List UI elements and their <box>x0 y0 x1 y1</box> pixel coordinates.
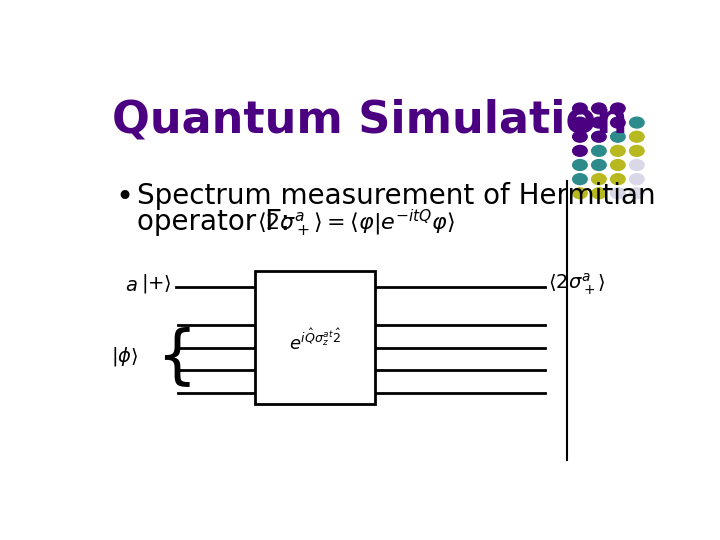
Circle shape <box>592 117 606 128</box>
Text: operator Γ:: operator Γ: <box>138 208 290 237</box>
Bar <box>255 271 374 404</box>
Circle shape <box>629 160 644 171</box>
Circle shape <box>611 117 625 128</box>
Circle shape <box>572 174 588 185</box>
Text: •: • <box>115 183 133 212</box>
Circle shape <box>611 131 625 142</box>
Circle shape <box>572 117 588 128</box>
Circle shape <box>572 188 588 199</box>
Circle shape <box>572 103 588 114</box>
Circle shape <box>611 145 625 156</box>
Circle shape <box>572 160 588 171</box>
Circle shape <box>629 117 644 128</box>
Circle shape <box>592 174 606 185</box>
Text: $|\phi\rangle$: $|\phi\rangle$ <box>111 346 138 368</box>
Circle shape <box>592 131 606 142</box>
Text: $|{+}\rangle$: $|{+}\rangle$ <box>141 272 172 295</box>
Text: a: a <box>125 276 137 295</box>
Circle shape <box>572 145 588 156</box>
Circle shape <box>611 174 625 185</box>
Circle shape <box>629 174 644 185</box>
Circle shape <box>629 145 644 156</box>
Circle shape <box>611 103 625 114</box>
Circle shape <box>592 188 606 199</box>
Circle shape <box>629 131 644 142</box>
Text: $\langle 2\sigma_+^a \rangle = \langle\varphi|e^{-itQ}\varphi\rangle$: $\langle 2\sigma_+^a \rangle = \langle\v… <box>258 208 455 239</box>
Circle shape <box>592 145 606 156</box>
Circle shape <box>629 188 644 199</box>
Circle shape <box>592 103 606 114</box>
Circle shape <box>592 160 606 171</box>
Text: {: { <box>156 326 197 388</box>
Text: $e^{i\hat{Q}\sigma_z^{at}\hat{2}}$: $e^{i\hat{Q}\sigma_z^{at}\hat{2}}$ <box>289 328 341 354</box>
Circle shape <box>611 160 625 171</box>
Text: $\langle 2\sigma_+^a \rangle$: $\langle 2\sigma_+^a \rangle$ <box>547 271 605 296</box>
Circle shape <box>611 188 625 199</box>
Circle shape <box>572 131 588 142</box>
Text: Spectrum measurement of Hermitian: Spectrum measurement of Hermitian <box>138 182 656 210</box>
Text: Quantum Simulation: Quantum Simulation <box>112 98 628 141</box>
